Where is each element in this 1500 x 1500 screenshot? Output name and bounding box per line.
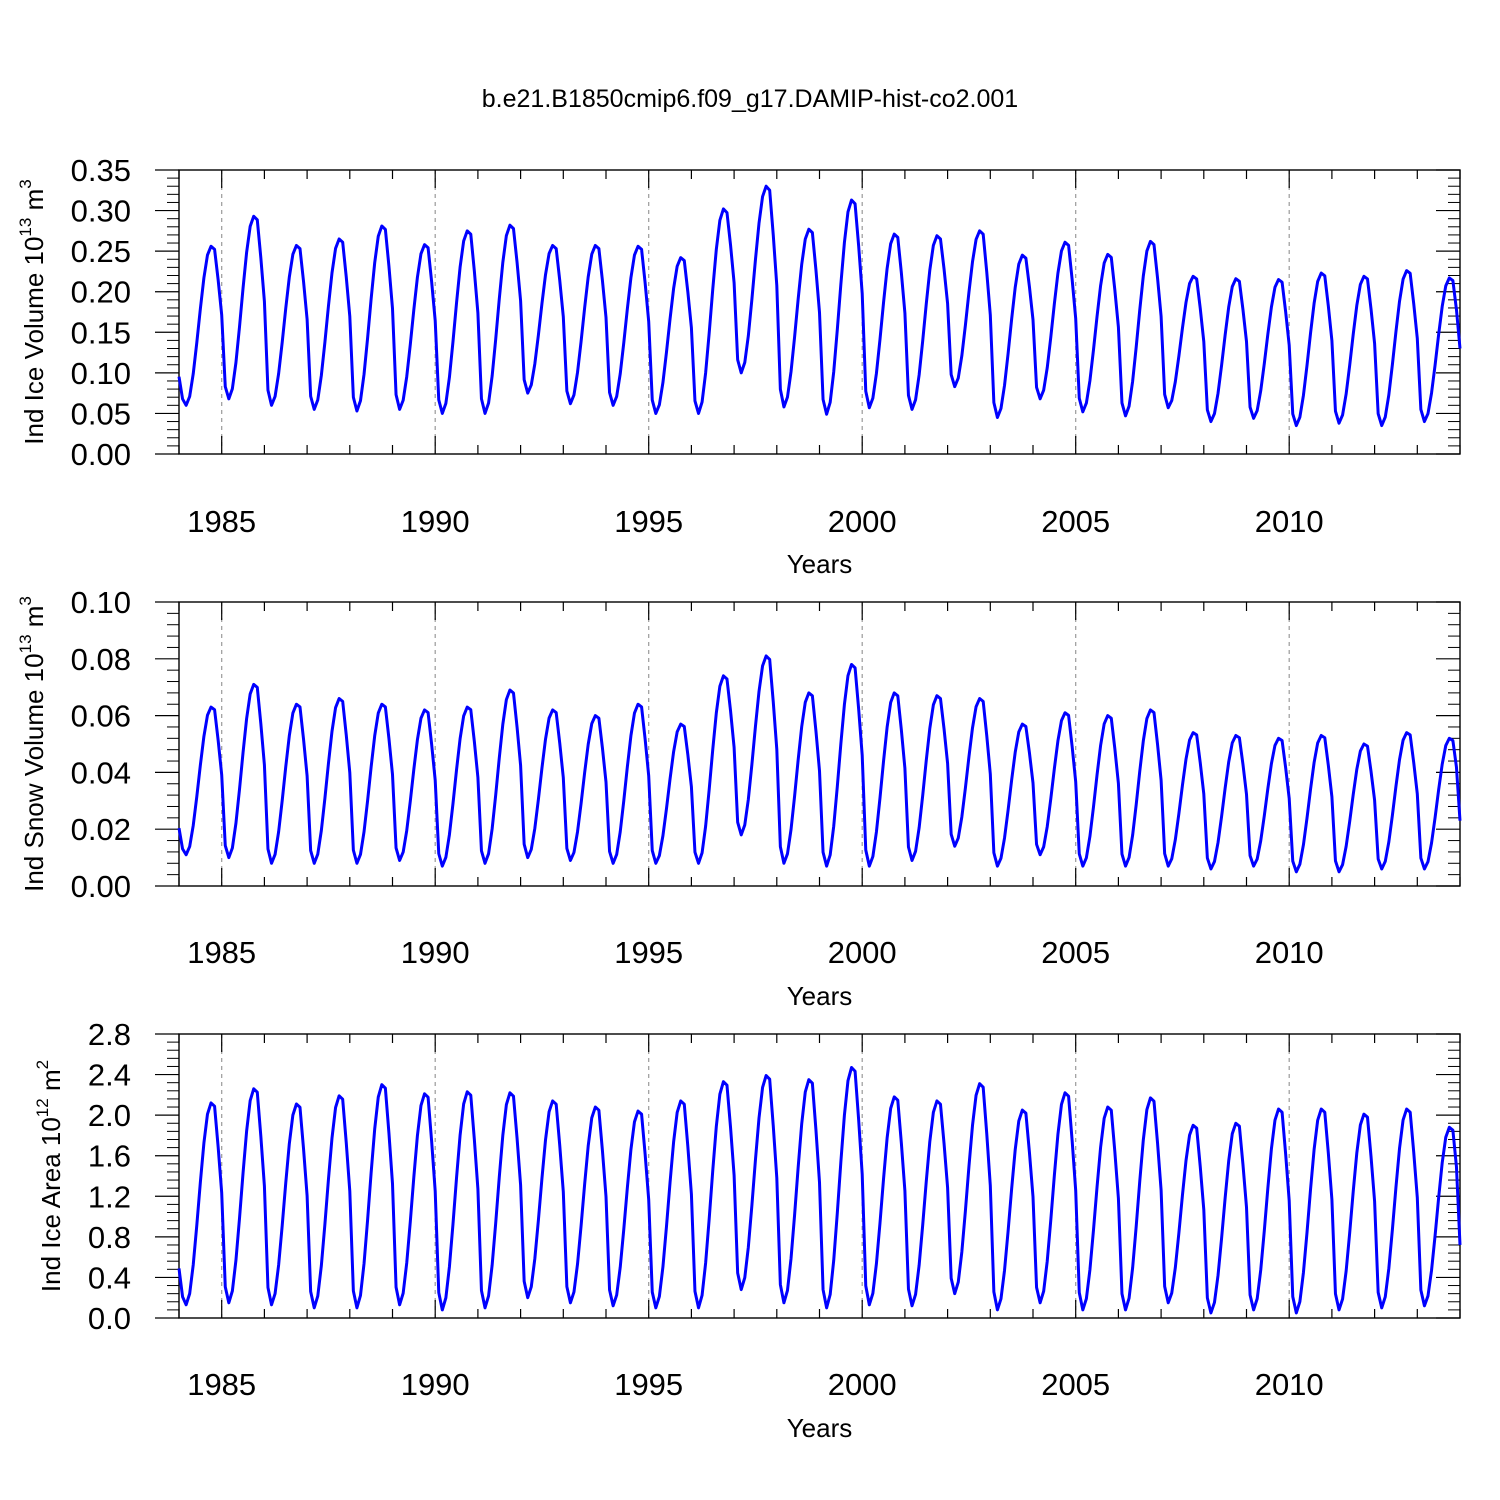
y-tick-label: 0.02 bbox=[71, 812, 131, 847]
series-line-ind-ice-area bbox=[177, 1065, 1462, 1315]
x-tick-label: 2000 bbox=[828, 935, 897, 970]
x-tick-label: 1990 bbox=[401, 935, 470, 970]
y-tick-label: 1.2 bbox=[88, 1179, 131, 1214]
y-tick-label: 2.8 bbox=[88, 1017, 131, 1052]
y-axis-label-unit-exponent: 3 bbox=[16, 596, 35, 605]
y-tick-label: 0.06 bbox=[71, 699, 131, 734]
x-tick-label: 2010 bbox=[1255, 504, 1324, 539]
y-tick-label: 0.10 bbox=[71, 356, 131, 391]
x-tick-label: 1995 bbox=[614, 1367, 683, 1402]
y-axis-label-unit: m bbox=[36, 1069, 66, 1098]
x-tick-label: 1995 bbox=[614, 504, 683, 539]
x-tick-label: 1985 bbox=[187, 1367, 256, 1402]
plot-frame bbox=[178, 601, 1461, 887]
x-tick-label: 1990 bbox=[401, 1367, 470, 1402]
y-axis-label-exponent: 12 bbox=[33, 1098, 52, 1117]
y-axis-label-exponent: 13 bbox=[16, 634, 35, 653]
y-tick-label: 0.8 bbox=[88, 1220, 131, 1255]
series-line-ind-ice-volume bbox=[177, 184, 1462, 428]
x-tick-label: 1985 bbox=[187, 935, 256, 970]
y-axis-label-text: Ind Ice Volume 10 bbox=[19, 237, 49, 445]
y-axis-label: Ind Ice Volume 1013 m3 bbox=[16, 179, 49, 444]
series-line-ind-snow-volume bbox=[177, 654, 1462, 874]
y-tick-label: 2.0 bbox=[88, 1098, 131, 1133]
x-tick-label: 2005 bbox=[1041, 1367, 1110, 1402]
y-tick-label: 0.25 bbox=[71, 234, 131, 269]
x-tick-label: 2010 bbox=[1255, 935, 1324, 970]
y-axis-label: Ind Ice Area 1012 m2 bbox=[33, 1060, 66, 1292]
x-tick-label: 1985 bbox=[187, 504, 256, 539]
x-axis-label: Years bbox=[787, 549, 853, 579]
y-tick-label: 0.05 bbox=[71, 396, 131, 431]
y-axis-label-unit: m bbox=[19, 189, 49, 218]
x-tick-label: 2005 bbox=[1041, 935, 1110, 970]
y-tick-label: 0.00 bbox=[71, 869, 131, 904]
plot-frame bbox=[178, 1033, 1461, 1319]
x-tick-label: 1990 bbox=[401, 504, 470, 539]
panel-1: 0.00 0.05 0.10 0.15 0.20 0.25 0.30 0.35 1985 1990… bbox=[16, 153, 1462, 579]
y-axis-label: Ind Snow Volume 1013 m3 bbox=[16, 596, 49, 892]
x-tick-label: 2000 bbox=[828, 1367, 897, 1402]
y-axis-label-unit-exponent: 3 bbox=[16, 179, 35, 188]
y-tick-label: 0.20 bbox=[71, 275, 131, 310]
y-tick-label: 0.15 bbox=[71, 315, 131, 350]
y-tick-label: 0.30 bbox=[71, 194, 131, 229]
y-axis-label-unit: m bbox=[19, 606, 49, 635]
x-axis-label: Years bbox=[787, 981, 853, 1011]
y-tick-label: 0.00 bbox=[71, 437, 131, 472]
y-tick-label: 0.10 bbox=[71, 585, 131, 620]
y-tick-label: 0.08 bbox=[71, 642, 131, 677]
plot-frame bbox=[178, 169, 1461, 455]
panel-2: 0.00 0.02 0.04 0.06 0.08 0.10 1985 1990 1995 2000… bbox=[16, 585, 1462, 1011]
y-tick-label: 0.04 bbox=[71, 755, 131, 790]
y-tick-label: 2.4 bbox=[88, 1058, 131, 1093]
x-tick-label: 2005 bbox=[1041, 504, 1110, 539]
x-axis-label: Years bbox=[787, 1413, 853, 1443]
y-tick-label: 0.0 bbox=[88, 1301, 131, 1336]
y-axis-label-text: Ind Snow Volume 10 bbox=[19, 653, 49, 892]
y-tick-label: 0.4 bbox=[88, 1260, 131, 1295]
chart-title: b.e21.B1850cmip6.f09_g17.DAMIP-hist-co2.… bbox=[482, 85, 1018, 113]
x-tick-label: 2010 bbox=[1255, 1367, 1324, 1402]
y-axis-label-unit-exponent: 2 bbox=[33, 1060, 52, 1069]
x-tick-label: 2000 bbox=[828, 504, 897, 539]
y-axis-label-exponent: 13 bbox=[16, 218, 35, 237]
y-axis-label-text: Ind Ice Area 10 bbox=[36, 1117, 66, 1292]
y-tick-label: 0.35 bbox=[71, 153, 131, 188]
x-tick-label: 1995 bbox=[614, 935, 683, 970]
y-tick-label: 1.6 bbox=[88, 1139, 131, 1174]
panel-3: 0.0 0.4 0.8 1.2 1.6 2.0 2.4 2.8 1985 1990 1995 2000… bbox=[33, 1017, 1462, 1443]
